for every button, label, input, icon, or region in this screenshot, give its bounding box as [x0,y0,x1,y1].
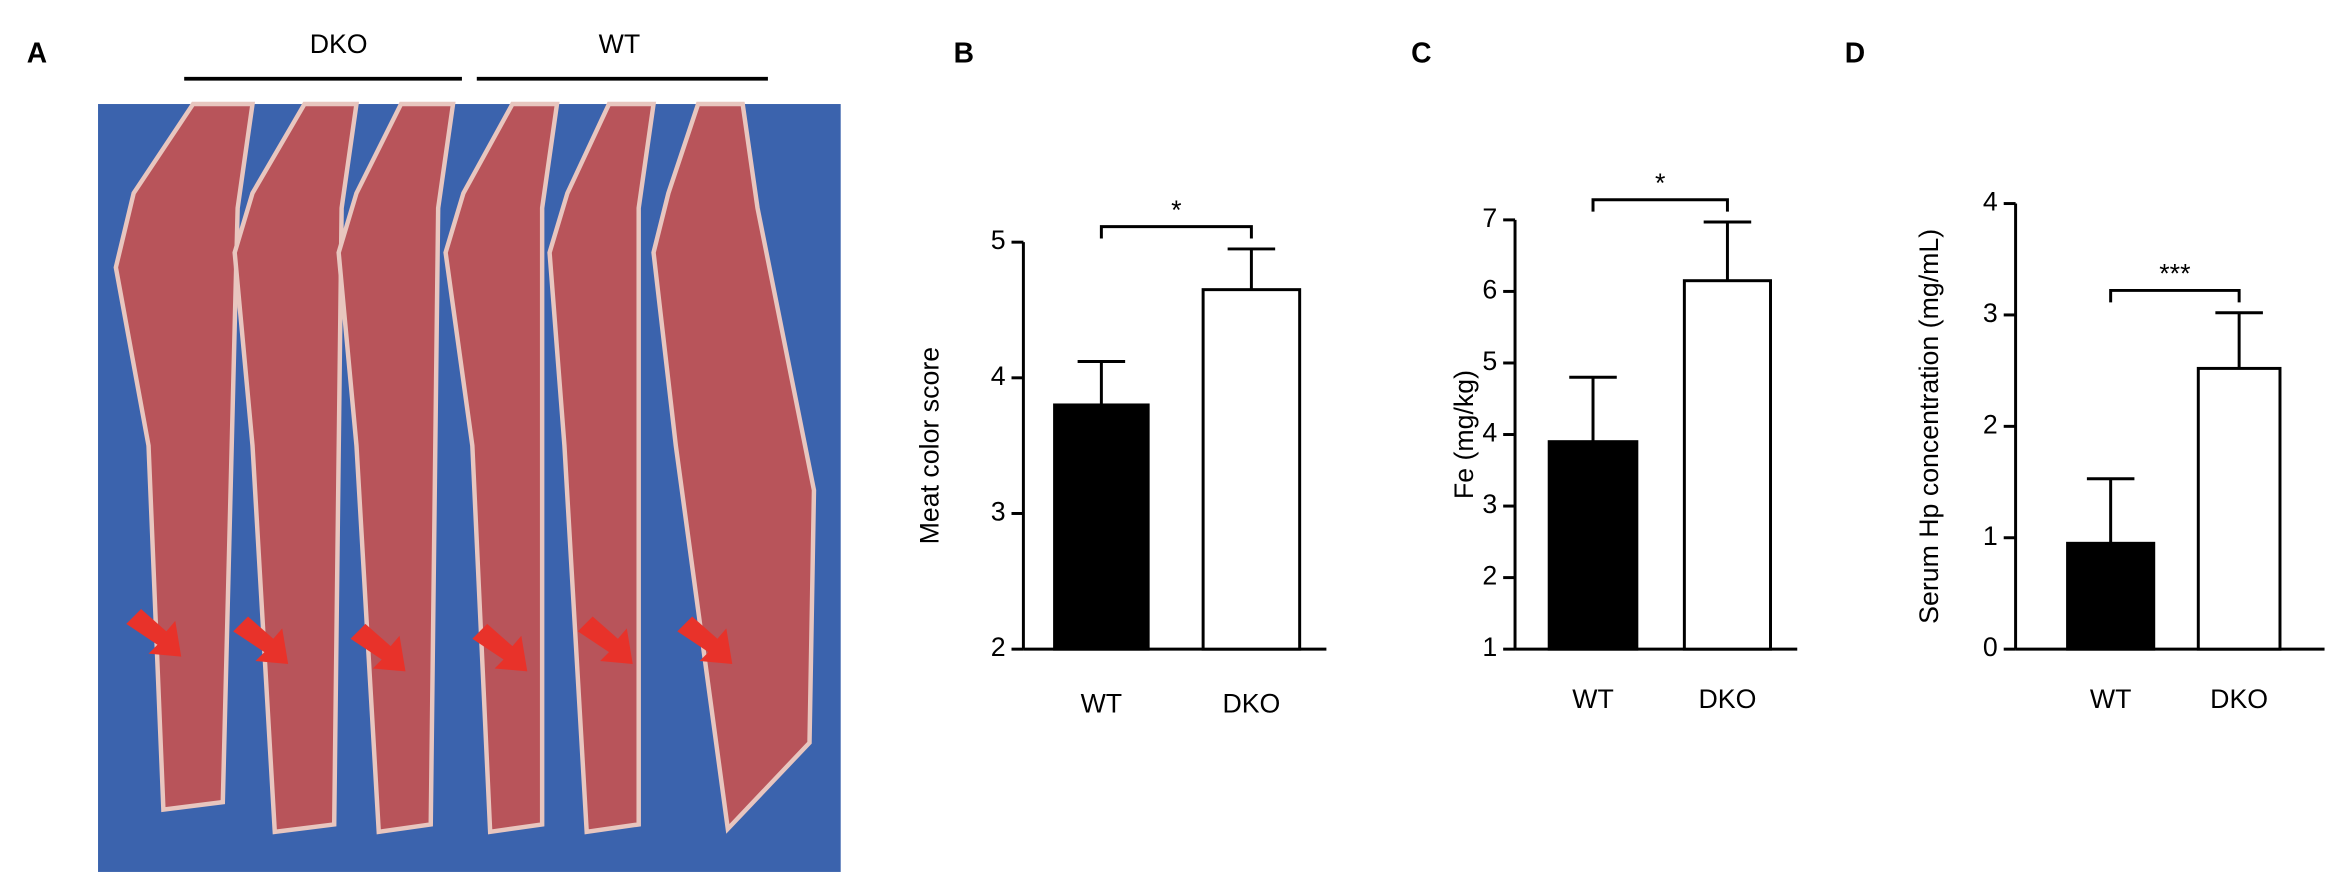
y-axis-label: Meat color score [914,347,944,544]
bar [1201,288,1302,651]
significance-bracket [2109,288,2241,303]
bar [2066,541,2156,651]
significance-label: * [1171,195,1181,225]
y-tick-label: 5 [991,225,1006,255]
significance-bracket [1099,225,1253,239]
y-axis-label: Fe (mg/kg) [1449,370,1479,499]
photo [98,101,841,872]
y-tick-label: 2 [991,632,1006,662]
y-axis-label: Serum Hp concentration (mg/mL) [1914,229,1944,624]
y-tick-label: 5 [1482,346,1497,376]
group-label: DKO [310,29,368,59]
y-tick-label: 1 [1482,632,1497,662]
y-tick-label: 4 [1983,187,1998,217]
y-tick-label: 7 [1482,203,1497,233]
y-tick-label: 6 [1482,274,1497,304]
x-tick-label: WT [1572,684,1614,714]
y-tick-label: 0 [1983,632,1998,662]
x-tick-label: DKO [1222,689,1280,719]
panel-label: C [1411,36,1431,68]
significance-label: * [1655,168,1665,198]
bar [1682,279,1773,651]
x-tick-label: WT [1081,689,1123,719]
bar [1547,440,1639,651]
y-tick-label: 4 [991,361,1006,391]
panel-label: A [27,36,47,68]
y-tick-label: 3 [1983,298,1998,328]
x-tick-label: WT [2090,684,2132,714]
y-tick-label: 3 [1482,489,1497,519]
y-tick-label: 1 [1983,521,1998,551]
bar [2196,366,2282,651]
significance-label: *** [2159,259,2190,289]
x-tick-label: DKO [2210,684,2268,714]
bar [1053,403,1150,651]
x-tick-label: DKO [1698,684,1756,714]
panel-label: B [954,36,974,68]
y-tick-label: 2 [1983,409,1998,439]
y-tick-label: 2 [1482,561,1497,591]
y-tick-label: 4 [1482,418,1497,448]
group-label: WT [599,29,641,59]
panel-label: D [1845,36,1865,68]
y-tick-label: 3 [991,497,1006,527]
significance-bracket [1591,198,1729,212]
